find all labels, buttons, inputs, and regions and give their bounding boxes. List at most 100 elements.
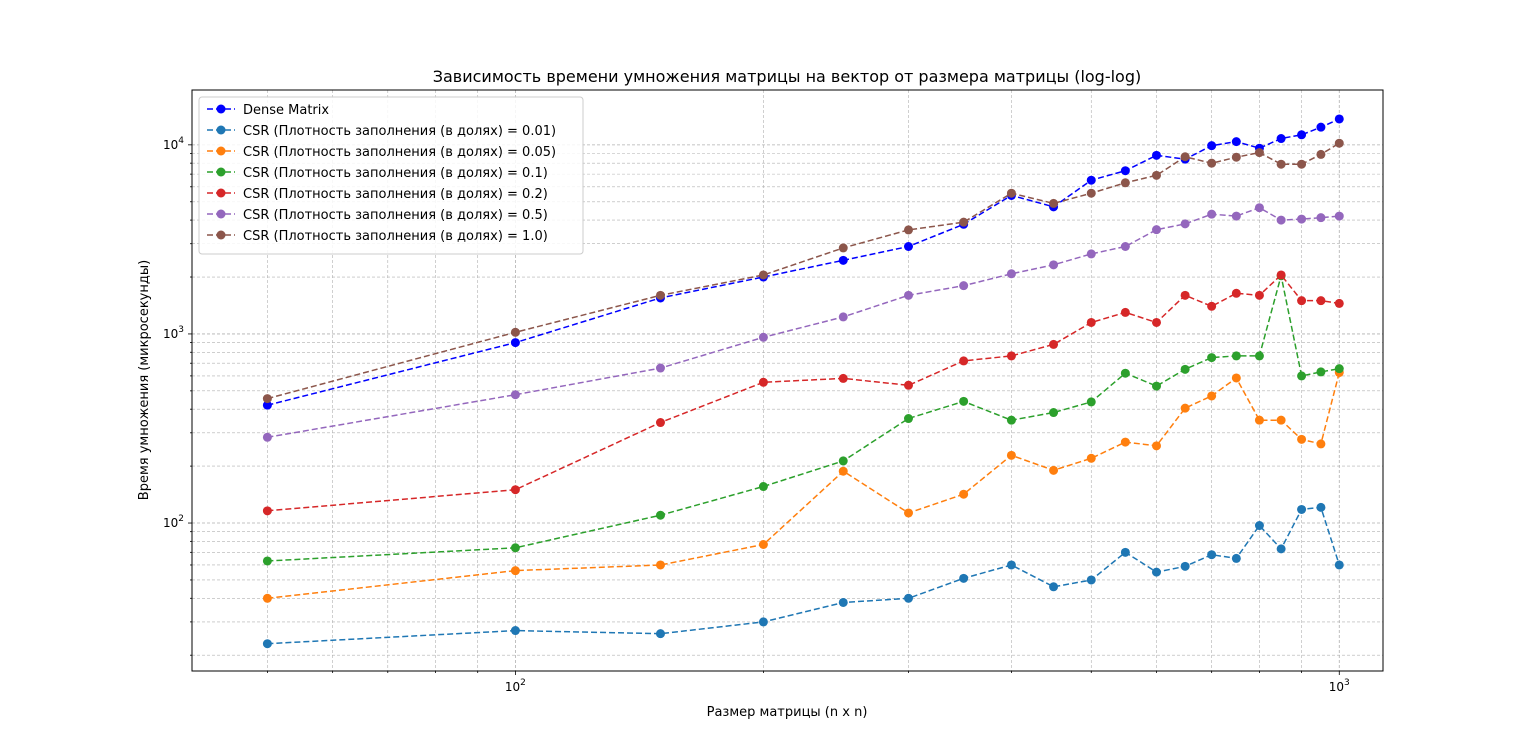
- y-axis-label: Время умножения (микросекунды): [137, 260, 152, 500]
- data-point: [903, 380, 913, 390]
- series-6: [262, 138, 1344, 404]
- data-point: [262, 639, 272, 649]
- data-point: [1297, 214, 1307, 224]
- data-point: [1086, 317, 1096, 327]
- data-point: [1276, 134, 1286, 144]
- data-point: [1297, 371, 1307, 381]
- data-point: [655, 418, 665, 428]
- series-5: [262, 203, 1344, 442]
- data-point: [1231, 288, 1241, 298]
- data-point: [1207, 353, 1217, 363]
- data-point: [838, 373, 848, 383]
- data-point: [510, 327, 520, 337]
- series-3: [262, 271, 1344, 566]
- data-point: [510, 543, 520, 553]
- legend-item: CSR (Плотность заполнения (в долях) = 0.…: [207, 187, 548, 202]
- data-point: [903, 225, 913, 235]
- series-1: [262, 502, 1344, 649]
- data-point: [1049, 465, 1059, 475]
- data-point: [1334, 298, 1344, 308]
- series-layer: [262, 114, 1344, 649]
- data-point: [1049, 339, 1059, 349]
- legend-marker: [216, 188, 226, 198]
- x-tick-label: 102: [505, 678, 526, 694]
- data-point: [1151, 225, 1161, 235]
- data-point: [510, 566, 520, 576]
- legend-marker: [216, 230, 226, 240]
- data-point: [903, 242, 913, 252]
- axis-ticks: 102 103 102 103 104: [163, 136, 1350, 694]
- data-point: [1049, 260, 1059, 270]
- data-point: [1207, 391, 1217, 401]
- data-point: [1231, 137, 1241, 147]
- data-point: [1207, 141, 1217, 151]
- data-point: [1120, 437, 1130, 447]
- data-point: [1120, 178, 1130, 188]
- x-tick-label: 103: [1329, 678, 1350, 694]
- legend: Dense Matrix CSR (Плотность заполнения (в…: [198, 96, 584, 255]
- data-point: [1151, 441, 1161, 451]
- data-point: [1231, 553, 1241, 563]
- data-point: [1316, 122, 1326, 132]
- data-point: [959, 217, 969, 227]
- data-point: [1086, 249, 1096, 259]
- data-point: [1180, 152, 1190, 162]
- data-point: [838, 466, 848, 476]
- data-point: [510, 338, 520, 348]
- data-point: [1006, 269, 1016, 279]
- series-4: [262, 270, 1344, 516]
- data-point: [758, 617, 768, 627]
- legend-item: CSR (Плотность заполнения (в долях) = 0.…: [207, 124, 556, 139]
- data-point: [1276, 270, 1286, 280]
- data-point: [1297, 434, 1307, 444]
- legend-marker: [216, 209, 226, 219]
- data-point: [1231, 152, 1241, 162]
- data-point: [1316, 367, 1326, 377]
- data-point: [1207, 301, 1217, 311]
- data-point: [1086, 575, 1096, 585]
- data-point: [1006, 450, 1016, 460]
- data-point: [1151, 317, 1161, 327]
- data-point: [1151, 150, 1161, 160]
- data-point: [903, 593, 913, 603]
- data-point: [1086, 453, 1096, 463]
- data-point: [1180, 219, 1190, 229]
- data-point: [838, 456, 848, 466]
- data-point: [1334, 114, 1344, 124]
- legend-marker: [216, 104, 226, 114]
- data-point: [655, 363, 665, 373]
- data-point: [1231, 373, 1241, 383]
- data-point: [1006, 351, 1016, 361]
- series-0: [262, 114, 1344, 410]
- data-point: [959, 489, 969, 499]
- data-point: [1334, 138, 1344, 148]
- data-point: [1049, 198, 1059, 208]
- plot-frame: [191, 89, 1384, 672]
- data-point: [655, 510, 665, 520]
- data-point: [1120, 166, 1130, 176]
- series-line: [267, 273, 1340, 512]
- legend-item: CSR (Плотность заполнения (в долях) = 0.…: [207, 166, 548, 181]
- y-tick-label: 104: [163, 136, 184, 152]
- legend-label: CSR (Плотность заполнения (в долях) = 1.…: [243, 229, 548, 244]
- legend-label: Dense Matrix: [243, 103, 329, 118]
- data-point: [959, 573, 969, 583]
- data-point: [262, 394, 272, 404]
- data-point: [1151, 170, 1161, 180]
- data-point: [655, 629, 665, 639]
- legend-item: CSR (Плотность заполнения (в долях) = 0.…: [207, 145, 556, 160]
- data-point: [1316, 502, 1326, 512]
- data-point: [1254, 203, 1264, 213]
- legend-marker: [216, 125, 226, 135]
- data-point: [1297, 296, 1307, 306]
- data-point: [1231, 211, 1241, 221]
- legend-label: CSR (Плотность заполнения (в долях) = 0.…: [243, 208, 548, 223]
- data-point: [1276, 415, 1286, 425]
- legend-label: CSR (Плотность заполнения (в долях) = 0.…: [243, 166, 548, 181]
- data-point: [1006, 560, 1016, 570]
- data-point: [959, 396, 969, 406]
- legend-item: CSR (Плотность заполнения (в долях) = 1.…: [207, 229, 548, 244]
- data-point: [1151, 567, 1161, 577]
- data-point: [1231, 351, 1241, 361]
- data-point: [1006, 188, 1016, 198]
